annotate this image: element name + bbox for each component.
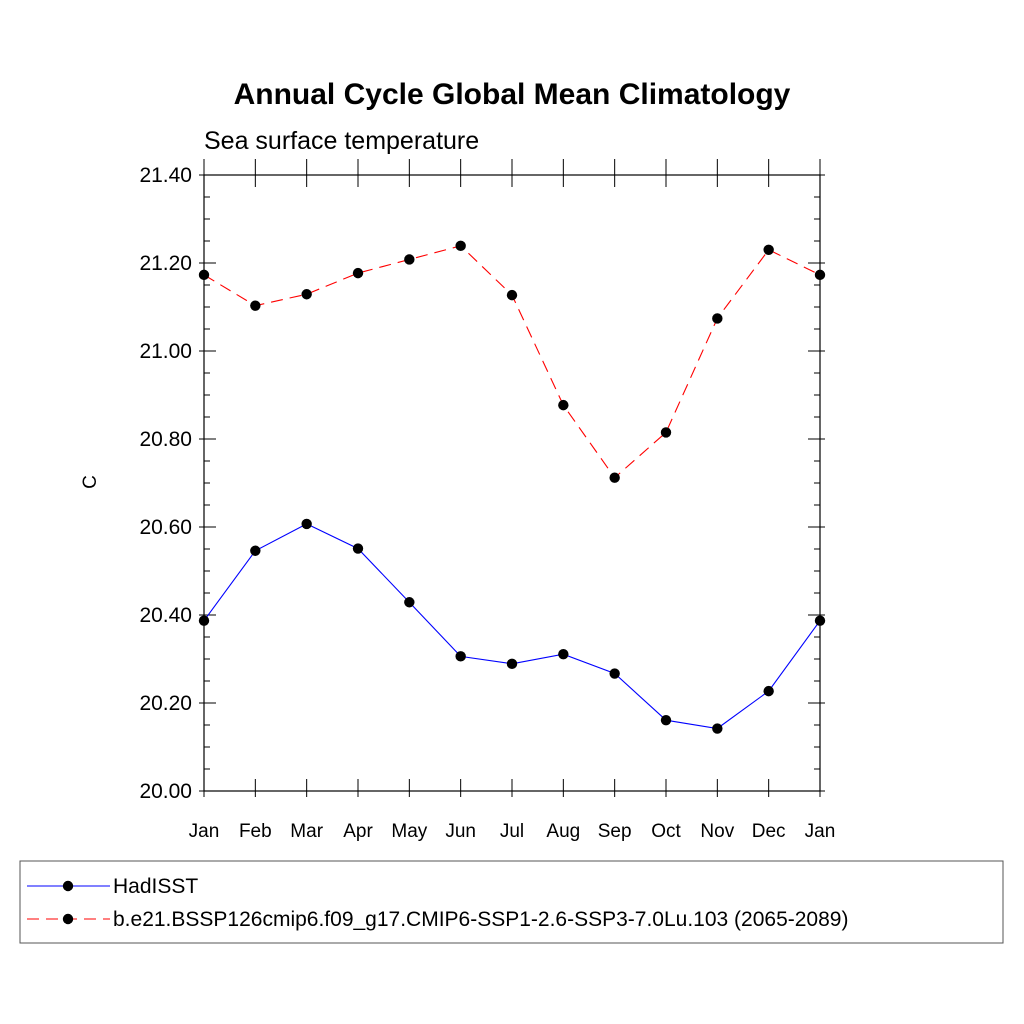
data-point-series-1 bbox=[712, 313, 723, 324]
data-point-series-0 bbox=[404, 597, 415, 608]
axis-ticks bbox=[199, 159, 825, 797]
series-line-0 bbox=[203, 523, 821, 730]
y-tick-label: 21.40 bbox=[139, 164, 192, 187]
chart-title: Annual Cycle Global Mean Climatology bbox=[234, 78, 791, 111]
y-tick-label: 20.00 bbox=[139, 780, 192, 803]
data-point-series-0 bbox=[660, 714, 672, 726]
x-tick-label: Feb bbox=[239, 821, 272, 842]
y-tick-label: 20.80 bbox=[139, 428, 192, 451]
data-point-series-1 bbox=[506, 289, 518, 301]
data-point-series-0 bbox=[712, 723, 723, 734]
x-tick-label: Dec bbox=[752, 821, 786, 842]
data-point-series-0 bbox=[558, 648, 569, 660]
data-point-series-1 bbox=[558, 399, 569, 411]
data-point-series-0 bbox=[455, 651, 466, 662]
x-tick-label: Aug bbox=[546, 821, 580, 842]
x-tick-label: Sep bbox=[598, 821, 632, 842]
x-tick-label: Oct bbox=[651, 821, 681, 842]
x-tick-label: Jun bbox=[445, 821, 476, 842]
data-point-series-1 bbox=[352, 267, 364, 279]
x-tick-labels: Jan Feb Mar Apr May Jun Jul Aug Sep Oct Nov Dec Jan bbox=[189, 821, 836, 842]
x-tick-label: Jan bbox=[805, 821, 836, 842]
data-point-series-1 bbox=[250, 300, 261, 311]
legend-items: HadISST b.e21.BSSP126cmip6.f09_g17.CMIP6-… bbox=[27, 875, 848, 931]
data-point-series-1 bbox=[609, 472, 620, 483]
data-point-series-1 bbox=[455, 240, 466, 252]
legend-label-1: b.e21.BSSP126cmip6.f09_g17.CMIP6-SSP1-2.… bbox=[113, 908, 848, 931]
legend-box bbox=[19, 860, 1004, 944]
legend-label-0: HadISST bbox=[113, 875, 198, 898]
legend-marker-0 bbox=[62, 880, 74, 892]
x-tick-label: May bbox=[391, 821, 427, 842]
series-layer bbox=[198, 240, 826, 734]
data-point-series-0 bbox=[301, 518, 312, 530]
data-point-series-1 bbox=[660, 427, 672, 438]
data-point-series-0 bbox=[250, 545, 261, 556]
data-point-series-0 bbox=[352, 543, 364, 554]
y-tick-label: 20.40 bbox=[139, 604, 192, 627]
x-tick-label: Jul bbox=[500, 821, 524, 842]
data-point-series-0 bbox=[609, 668, 620, 679]
x-tick-label: Nov bbox=[700, 821, 734, 842]
legend-marker-1 bbox=[62, 913, 74, 925]
data-point-series-1 bbox=[763, 244, 774, 255]
x-tick-label: Mar bbox=[290, 821, 323, 842]
y-tick-label: 21.00 bbox=[139, 340, 192, 363]
y-tick-label: 20.20 bbox=[139, 692, 192, 715]
plot-frame bbox=[203, 174, 821, 792]
series-line-1 bbox=[203, 245, 821, 479]
y-tick-labels: 20.00 20.20 20.40 20.60 20.80 21.00 21.20 21.40 bbox=[139, 164, 192, 803]
x-tick-label: Apr bbox=[343, 821, 373, 842]
legend: HadISST b.e21.BSSP126cmip6.f09_g17.CMIP6-… bbox=[19, 860, 1004, 944]
data-point-series-0 bbox=[506, 658, 518, 670]
y-tick-label: 21.20 bbox=[139, 252, 192, 275]
data-point-series-1 bbox=[404, 254, 415, 265]
chart-subtitle: Sea surface temperature bbox=[204, 127, 479, 155]
y-axis-label: C bbox=[80, 475, 101, 489]
data-point-series-1 bbox=[301, 289, 312, 300]
y-tick-label: 20.60 bbox=[139, 516, 192, 539]
x-tick-label: Jan bbox=[189, 821, 220, 842]
data-point-series-0 bbox=[763, 685, 774, 697]
